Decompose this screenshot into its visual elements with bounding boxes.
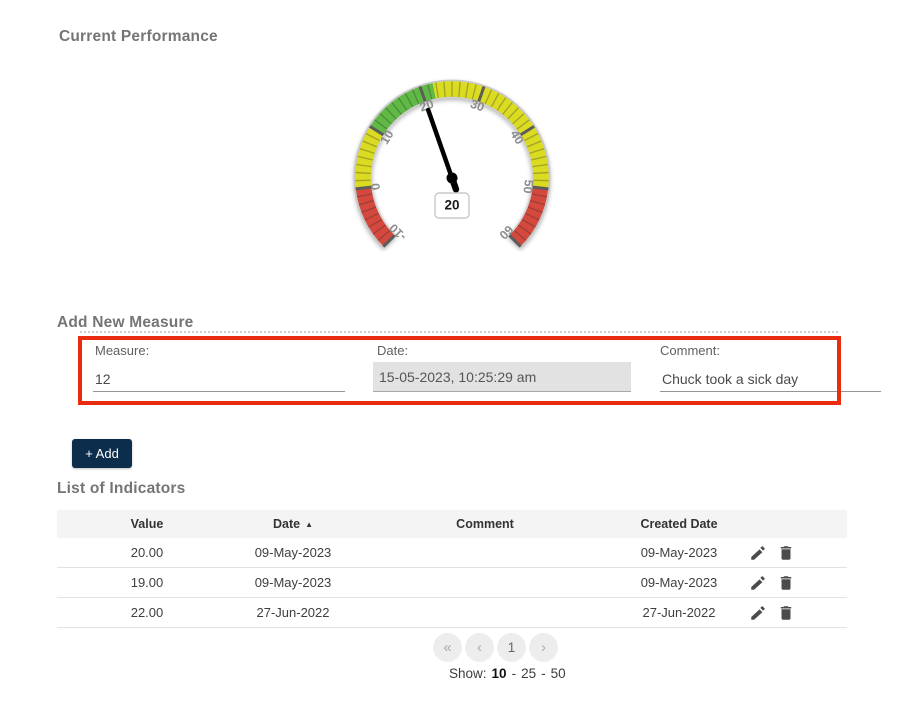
table-row: 22.00 27-Jun-2022 27-Jun-2022 <box>57 598 847 628</box>
column-header-comment[interactable]: Comment <box>456 517 514 531</box>
separator: - <box>541 666 546 681</box>
svg-text:20: 20 <box>444 198 459 213</box>
cell-created-date: 09-May-2023 <box>640 545 718 560</box>
measure-input[interactable] <box>93 366 345 392</box>
delete-icon[interactable] <box>777 544 795 562</box>
svg-text:0: 0 <box>368 182 383 191</box>
next-page-button[interactable]: › <box>529 633 558 662</box>
page-size-option-25[interactable]: 25 <box>521 666 537 681</box>
column-header-created-date[interactable]: Created Date <box>640 517 718 531</box>
delete-icon[interactable] <box>777 574 795 592</box>
delete-icon[interactable] <box>777 604 795 622</box>
svg-text:20: 20 <box>418 97 436 115</box>
svg-text:30: 30 <box>468 97 486 115</box>
column-header-value[interactable]: Value <box>130 517 164 531</box>
cell-value: 22.00 <box>130 605 164 620</box>
svg-text:50: 50 <box>520 179 535 194</box>
pagination: « ‹ 1 › <box>433 633 558 662</box>
page-size-option-50[interactable]: 50 <box>550 666 566 681</box>
show-label: Show: <box>449 666 487 681</box>
table-header-row: Value Date ▲ Comment Created Date <box>57 510 847 538</box>
date-input[interactable] <box>373 362 631 392</box>
column-header-date-label: Date <box>272 517 301 531</box>
measure-label: Measure: <box>95 343 150 358</box>
indicators-table: Value Date ▲ Comment Created Date 20.00 0… <box>57 510 847 628</box>
table-row: 20.00 09-May-2023 09-May-2023 <box>57 538 847 568</box>
separator: - <box>511 666 517 681</box>
first-page-button[interactable]: « <box>433 633 462 662</box>
comment-label: Comment: <box>660 343 720 358</box>
cell-date: 09-May-2023 <box>254 575 332 590</box>
page-size-option-10[interactable]: 10 <box>491 666 507 681</box>
current-performance-title: Current Performance <box>59 28 218 45</box>
page-size-selector: Show: 10 - 25 - 50 <box>449 666 566 681</box>
cell-date: 09-May-2023 <box>254 545 332 560</box>
prev-page-button[interactable]: ‹ <box>465 633 494 662</box>
performance-gauge: -10 0 10 20 30 40 50 60 20 <box>340 62 564 274</box>
svg-text:40: 40 <box>507 128 526 147</box>
list-of-indicators-title: List of Indicators <box>57 480 186 497</box>
date-label: Date: <box>377 343 409 358</box>
svg-text:10: 10 <box>377 128 396 147</box>
table-row: 19.00 09-May-2023 09-May-2023 <box>57 568 847 598</box>
cell-value: 19.00 <box>130 575 164 590</box>
form-dotted-border <box>80 331 838 333</box>
add-button[interactable]: + Add <box>72 439 132 468</box>
cell-created-date: 09-May-2023 <box>640 575 718 590</box>
cell-date: 27-Jun-2022 <box>256 605 330 620</box>
comment-input[interactable] <box>660 366 881 392</box>
cell-value: 20.00 <box>130 545 164 560</box>
page-number-button[interactable]: 1 <box>497 633 526 662</box>
sort-asc-icon: ▲ <box>305 520 313 529</box>
cell-created-date: 27-Jun-2022 <box>642 605 716 620</box>
add-new-measure-title: Add New Measure <box>57 314 194 331</box>
edit-icon[interactable] <box>749 574 767 592</box>
column-header-date[interactable]: Date ▲ <box>237 517 349 531</box>
edit-icon[interactable] <box>749 604 767 622</box>
edit-icon[interactable] <box>749 544 767 562</box>
